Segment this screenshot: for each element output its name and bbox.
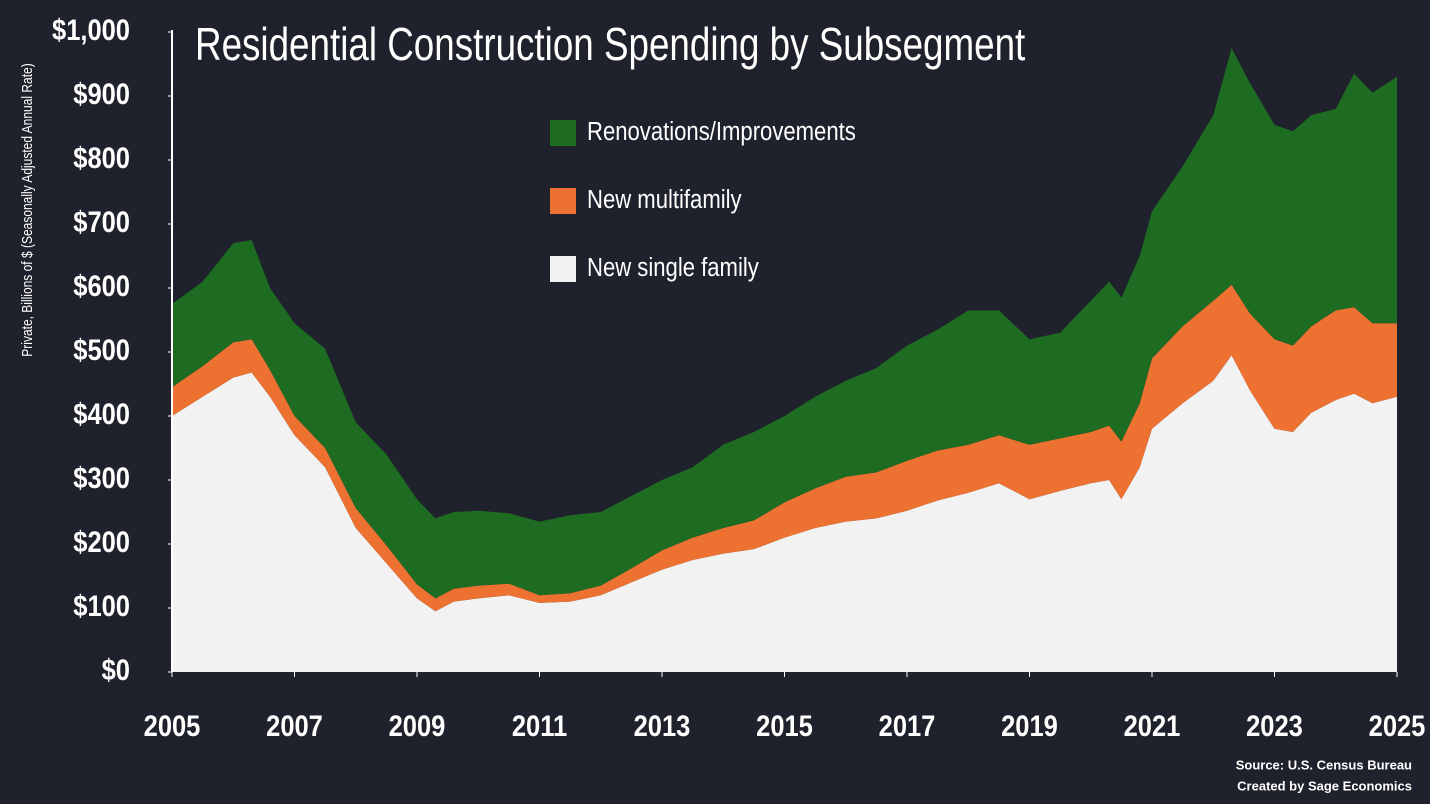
x-tick-label: 2007 [266,709,323,742]
area [172,48,1397,599]
areas [172,48,1397,672]
y-tick-label: $900 [73,77,130,110]
source: Source: U.S. Census Bureau [1236,757,1412,772]
x-tick-label: 2013 [634,709,691,742]
y-tick-label: $0 [102,653,130,686]
y-tick-label: $600 [73,269,130,302]
y-tick-label: $700 [73,205,130,238]
legend-label: Renovations/Improvements [587,117,856,146]
x-tick-label: 2015 [756,709,813,742]
x-tick-label: 2019 [1001,709,1058,742]
x-tick-label: 2017 [879,709,936,742]
x-tick-label: 2009 [389,709,446,742]
y-tick-label: $100 [73,589,130,622]
y-axis-label: Private, Billions of $ (Seasonally Adjus… [19,63,36,356]
legend-swatch [550,188,576,214]
y-tick-label: $500 [73,333,130,366]
y-tick-label: $300 [73,461,130,494]
y-tick-label: $400 [73,397,130,430]
y-tick-label: $1,000 [52,13,130,46]
legend-label: New multifamily [587,185,742,214]
legend-swatch [550,256,576,282]
legend-label: New single family [587,253,759,282]
chart-title: Residential Construction Spending by Sub… [195,18,1026,70]
area [172,355,1397,672]
y-tick-label: $800 [73,141,130,174]
y-tick-label: $200 [73,525,130,558]
x-tick-label: 2021 [1124,709,1181,742]
x-tick-label: 2011 [512,709,567,742]
x-tick-label: 2025 [1369,709,1426,742]
credit: Created by Sage Economics [1237,778,1412,793]
x-tick-label: 2005 [144,709,201,742]
legend-swatch [550,120,576,146]
x-tick-label: 2023 [1246,709,1303,742]
